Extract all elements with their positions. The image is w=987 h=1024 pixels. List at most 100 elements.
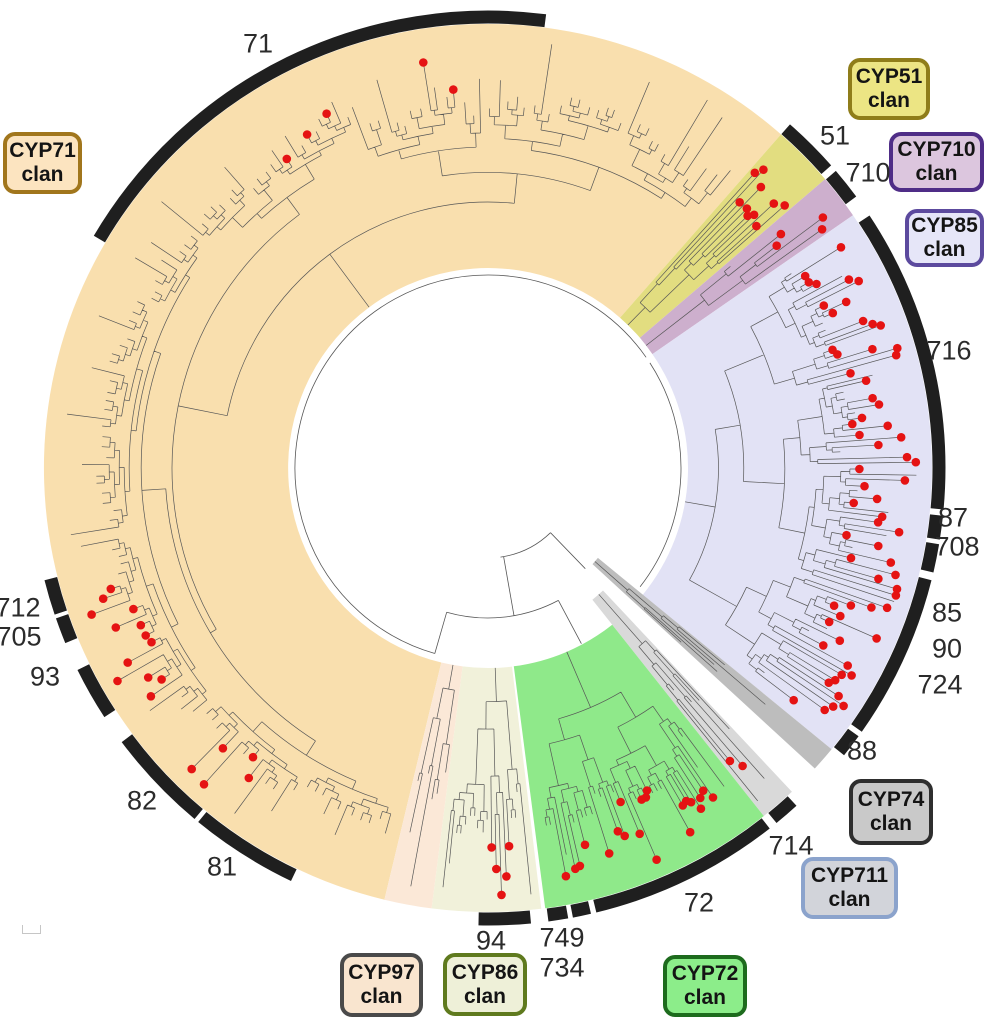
tip-dot	[187, 764, 196, 774]
tip-dot	[780, 201, 789, 210]
tip-dot	[873, 518, 883, 527]
tip-dot	[860, 481, 869, 491]
tip-dot	[502, 872, 511, 881]
tip-dot	[882, 603, 892, 613]
tip-dot	[742, 204, 752, 213]
tip-dot	[738, 761, 747, 771]
tip-dot	[789, 695, 798, 705]
tip-dot	[819, 301, 829, 310]
family-arc-705	[55, 614, 78, 644]
clan-name-text: CYP86	[451, 960, 519, 984]
tip-dot	[849, 498, 858, 508]
clan-word-text: clan	[683, 986, 727, 1009]
tip-dot	[837, 670, 846, 680]
tip-dot	[248, 752, 258, 762]
tip-dot	[828, 702, 838, 711]
tip-dot	[776, 229, 786, 239]
tip-dot	[111, 623, 121, 632]
sector-cyp97	[384, 662, 463, 909]
clan-label-cyp85: CYP85 clan	[905, 209, 984, 267]
tip-dot	[725, 756, 735, 766]
tip-dot	[302, 130, 312, 139]
family-arc-94	[478, 910, 532, 926]
tip-dot	[868, 393, 877, 403]
tip-dot	[886, 558, 896, 567]
tip-dot	[752, 221, 761, 231]
clan-word-text: clan	[867, 89, 911, 112]
tip-dot	[561, 871, 571, 881]
tip-dot	[911, 457, 921, 467]
sector-cyp85	[642, 215, 932, 750]
family-arc-734	[570, 901, 591, 918]
tip-dot	[642, 786, 652, 795]
tip-dot	[136, 620, 146, 630]
tree-backbone	[294, 274, 682, 654]
family-number-734: 734	[539, 952, 585, 983]
family-number-710: 710	[845, 157, 891, 188]
dendrogram-cyp72	[544, 651, 725, 873]
tip-dot	[696, 793, 705, 803]
tip-dot	[800, 271, 810, 281]
dendrogram-cyp97	[409, 664, 455, 887]
family-arc-93	[77, 664, 116, 718]
tip-dot	[841, 297, 851, 307]
tip-dot	[824, 617, 834, 627]
tip-dot	[123, 658, 132, 667]
sector-cyp72	[513, 624, 764, 909]
family-number-714: 714	[768, 830, 814, 861]
clan-label-cyp72: CYP72 clan	[663, 955, 747, 1017]
family-number-71: 71	[242, 28, 274, 59]
tip-dot	[146, 692, 156, 701]
family-number-724: 724	[917, 669, 963, 700]
dendrograms	[67, 44, 917, 895]
tip-dot	[696, 804, 706, 813]
tip-dot	[836, 611, 845, 621]
dendrogram-cyp51	[627, 172, 783, 326]
tip-dot	[620, 831, 629, 841]
tip-dot	[819, 641, 828, 650]
clan-name-text: CYP72	[671, 962, 739, 986]
tip-dot	[861, 376, 871, 386]
tip-dot	[157, 675, 166, 684]
clan-word-text: clan	[915, 162, 958, 185]
dendrogram-cyp710	[645, 219, 821, 346]
tip-dot	[891, 350, 901, 360]
tip-dot	[637, 795, 646, 804]
family-arcs	[44, 10, 946, 926]
tip-dot	[836, 243, 846, 252]
tip-dot	[756, 182, 766, 192]
clan-name-text: CYP71	[9, 139, 76, 163]
tip-dot	[848, 419, 857, 429]
tip-dot	[616, 797, 625, 807]
family-arc-72	[593, 818, 770, 913]
clan-name-text: CYP97	[348, 961, 415, 985]
tip-dot	[893, 343, 902, 353]
tip-dot	[855, 464, 864, 474]
tip-dot	[867, 603, 876, 612]
clan-name-text: CYP85	[911, 214, 978, 238]
tip-dot	[282, 154, 292, 164]
tip-dot	[580, 840, 590, 850]
tip-dot	[896, 433, 906, 442]
family-number-93: 93	[29, 661, 61, 692]
tip-dot	[842, 530, 851, 540]
tip-dot	[497, 890, 506, 900]
clan-word-text: clan	[360, 985, 403, 1008]
clan-word-text: clan	[828, 888, 871, 911]
tip-dot	[872, 634, 881, 643]
clan-label-cyp97: CYP97 clan	[340, 953, 423, 1017]
tip-dot	[487, 843, 496, 852]
family-arc-85-90-724	[851, 577, 932, 732]
family-number-88: 88	[846, 735, 878, 766]
tip-dot	[857, 413, 867, 423]
tip-dot	[846, 553, 856, 563]
tip-dot	[874, 440, 883, 450]
family-number-82: 82	[126, 785, 158, 816]
tip-dot	[847, 671, 856, 680]
family-arc-71	[93, 10, 547, 243]
family-arc-51	[781, 124, 832, 175]
clan-word-text: clan	[21, 163, 64, 186]
sector-cyp86	[431, 666, 542, 913]
tip-dot	[804, 278, 814, 287]
sector-cyp710	[639, 179, 853, 355]
